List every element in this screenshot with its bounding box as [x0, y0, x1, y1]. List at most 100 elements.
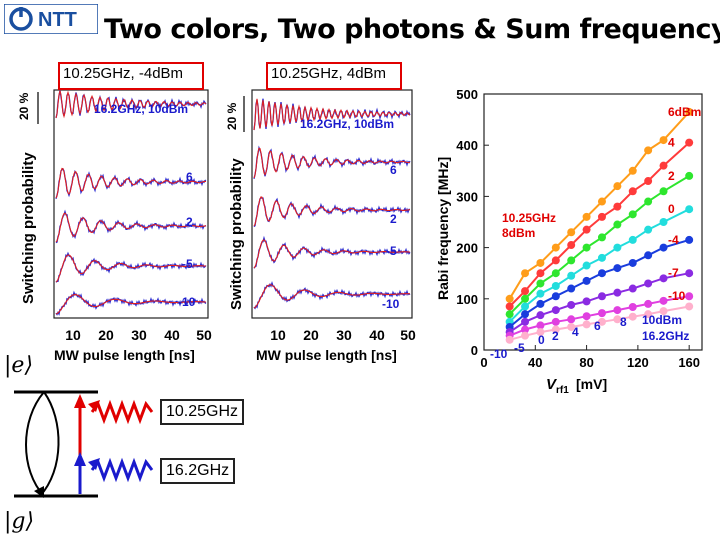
red-wave-icon — [90, 399, 154, 425]
series-point — [613, 288, 622, 297]
left-xticks: 10 20 30 40 50 — [65, 327, 212, 343]
ntt-logo-icon — [9, 7, 33, 31]
series-point — [685, 235, 694, 244]
energy-level-diagram: |e⟩ |g⟩ — [4, 353, 154, 534]
series-point — [597, 292, 606, 301]
series-point — [536, 299, 545, 308]
series-labels: 6dBm 4 2 0 -4 -7 -10 — [668, 105, 701, 303]
series-point — [536, 321, 545, 330]
series-point — [644, 225, 653, 234]
series-point — [685, 107, 694, 116]
series-point — [551, 317, 560, 326]
series-point — [505, 335, 514, 344]
right-xtick: 40 — [369, 327, 385, 343]
chart-xlabel-sub: rf1 — [556, 385, 569, 396]
right-ylabel: Switching probability — [228, 158, 245, 310]
series-point — [567, 271, 576, 280]
series-point — [551, 325, 560, 334]
left-xlabel: MW pulse length [ns] — [54, 347, 195, 363]
series-label: 2 — [668, 169, 675, 183]
series-point — [567, 322, 576, 331]
chart-xlabel-main: V — [546, 376, 558, 393]
series-point — [659, 296, 668, 305]
series-point — [613, 243, 622, 252]
ground-state-symbol: g — [11, 509, 25, 534]
x-tick-label: 40 — [528, 355, 542, 370]
right-xlabel: MW pulse length [ns] — [256, 347, 397, 363]
series-point — [628, 187, 637, 196]
ntt-logo: NTT — [3, 3, 99, 35]
y-tick-label: 100 — [456, 292, 478, 307]
series-point — [685, 138, 694, 147]
y-tick-label: 300 — [456, 189, 478, 204]
right-trace-label-3: -5 — [386, 244, 397, 258]
series-point — [628, 235, 637, 244]
y-tick-label: 500 — [456, 87, 478, 102]
right-xtick: 10 — [270, 327, 286, 343]
series-point — [521, 310, 530, 319]
left-trace-label-3: -5 — [182, 257, 193, 271]
bottom-label: 8 — [620, 315, 627, 329]
series-point — [521, 325, 530, 334]
trace-data-line — [55, 290, 207, 316]
trace-fit-line — [55, 88, 207, 119]
right-trace-label-0: 16.2GHz, 10dBm — [300, 117, 394, 131]
series-point — [551, 292, 560, 301]
left-trace-label-1: 6 — [186, 170, 193, 184]
series-point — [659, 161, 668, 170]
left-xtick: 40 — [164, 327, 180, 343]
series-label: 4 — [668, 136, 675, 150]
series-point — [685, 292, 694, 301]
bottom-label: 6 — [594, 319, 601, 333]
series-point — [644, 310, 653, 319]
excited-state-ket: |e⟩ — [4, 353, 33, 378]
x-tick-label: 80 — [579, 355, 593, 370]
series-point — [582, 276, 591, 285]
series-point — [521, 287, 530, 296]
series-point — [521, 269, 530, 278]
right-traces — [253, 98, 411, 310]
bottom-label: -5 — [514, 341, 525, 355]
y-tick-label: 0 — [471, 343, 478, 358]
series-point — [685, 171, 694, 180]
x-tick-label: 160 — [678, 355, 700, 370]
series-label: 0 — [668, 202, 675, 216]
series-point — [613, 202, 622, 211]
chart-series — [505, 107, 694, 344]
series-point — [551, 282, 560, 290]
left-xtick: 50 — [196, 327, 212, 343]
bottom-label: 16.2GHz — [642, 329, 689, 343]
series-point — [659, 243, 668, 252]
trace-fit-line — [253, 98, 411, 131]
logo-text: NTT — [38, 9, 77, 31]
series-point — [659, 307, 668, 316]
series-point — [582, 297, 591, 306]
left-rabi-panel: 20 % Switching probability 16.2GHz, 10dB… — [16, 84, 214, 368]
series-point — [644, 251, 653, 260]
bottom-label: 10dBm — [642, 313, 682, 327]
series-point — [505, 294, 514, 303]
right-scale-label: 20 % — [225, 102, 239, 130]
trace-fit-line — [55, 294, 206, 315]
trace-fit-line — [55, 212, 207, 243]
series-point — [628, 312, 637, 321]
series-point — [505, 310, 514, 319]
left-traces — [55, 88, 207, 316]
left-trace-label-2: 2 — [186, 215, 193, 229]
series-point — [582, 320, 591, 329]
left-xtick: 10 — [65, 327, 81, 343]
condition-box-right: 10.25GHz, 4dBm — [266, 62, 402, 90]
series-point — [582, 312, 591, 321]
right-trace-label-4: -10 — [382, 297, 400, 311]
series-point — [597, 317, 606, 326]
bottom-labels: -10 -5 0 2 4 6 8 10dBm 16.2GHz — [490, 313, 689, 361]
series-point — [582, 225, 591, 234]
trace-fit-line — [55, 254, 206, 283]
series-point — [567, 284, 576, 293]
left-xtick: 30 — [131, 327, 147, 343]
series-point — [551, 306, 560, 315]
series-point — [597, 309, 606, 318]
series-point — [644, 177, 653, 186]
series-label: -10 — [668, 289, 686, 303]
